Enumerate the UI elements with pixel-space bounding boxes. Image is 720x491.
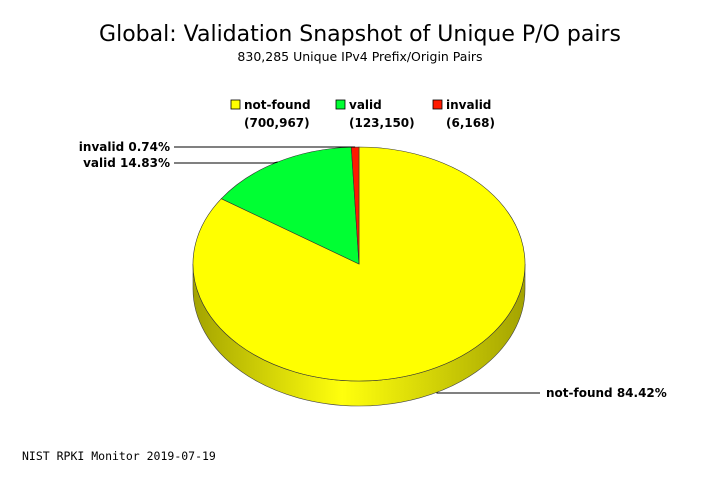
legend-swatch-valid: [335, 99, 346, 110]
chart-title: Global: Validation Snapshot of Unique P/…: [99, 22, 621, 47]
slice-label-not-found: not-found 84.42%: [436, 386, 667, 400]
legend-count-not-found: (700,967): [244, 116, 310, 130]
chart-subtitle: 830,285 Unique IPv4 Prefix/Origin Pairs: [237, 49, 482, 64]
slice-label-invalid: invalid 0.74%: [79, 140, 356, 154]
legend-item-not-found: not-found (700,967): [230, 98, 311, 130]
legend-swatch-invalid: [432, 99, 443, 110]
leader-line-not-found: [436, 392, 540, 394]
legend-label-valid: valid: [349, 98, 382, 112]
footer-source: NIST RPKI Monitor 2019-07-19: [22, 449, 216, 463]
legend-label-not-found: not-found: [244, 98, 311, 112]
leader-line-valid: [174, 161, 278, 164]
pie-slice-valid: [220, 146, 360, 265]
legend-item-invalid: invalid (6,168): [432, 98, 495, 130]
pie-top: [192, 146, 526, 382]
slice-label-text-invalid: invalid 0.74%: [79, 140, 170, 154]
slice-label-text-not-found: not-found 84.42%: [546, 386, 667, 400]
legend-count-invalid: (6,168): [446, 116, 495, 130]
legend-swatch-not-found: [230, 99, 241, 110]
slice-labels: not-found 84.42% valid 14.83% invalid 0.74…: [79, 140, 667, 400]
slice-label-text-valid: valid 14.83%: [83, 156, 170, 170]
legend: not-found (700,967) valid (123,150) invalid (…: [230, 98, 495, 130]
slice-label-valid: valid 14.83%: [83, 156, 278, 170]
legend-item-valid: valid (123,150): [335, 98, 415, 130]
legend-count-valid: (123,150): [349, 116, 415, 130]
legend-label-invalid: invalid: [446, 98, 491, 112]
